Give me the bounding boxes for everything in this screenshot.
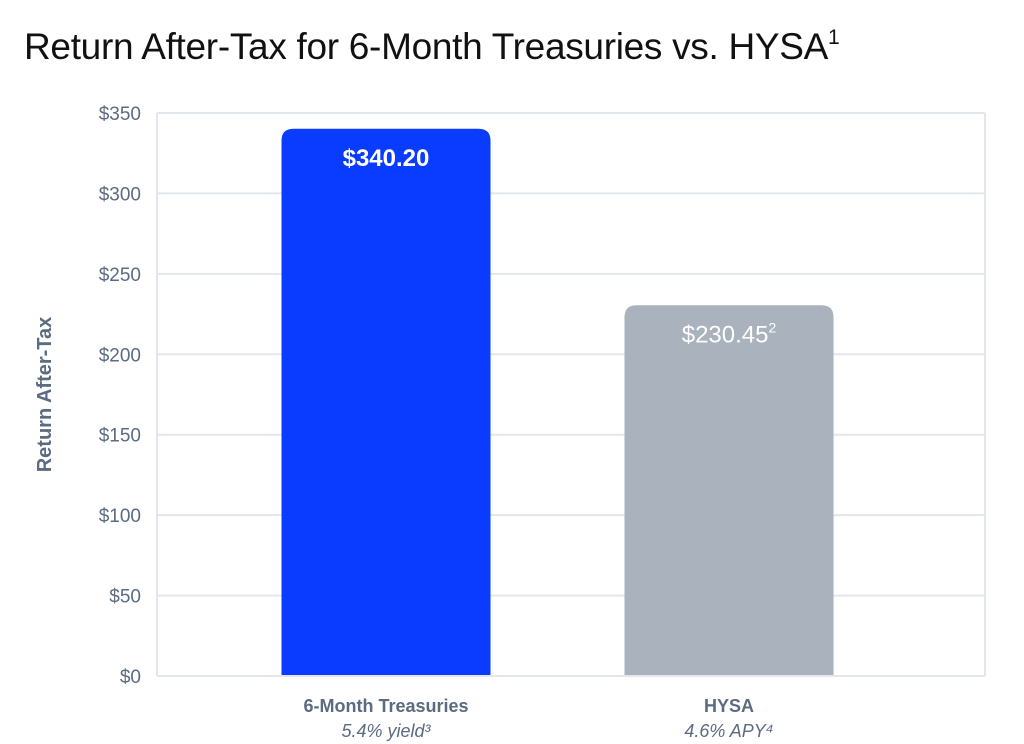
y-tick-label: $50 <box>109 587 141 608</box>
x-category-label: 6-Month Treasuries <box>303 696 468 716</box>
chart-title: Return After-Tax for 6-Month Treasuries … <box>24 26 840 68</box>
y-tick-label: $300 <box>99 184 141 205</box>
bar-value-footnote: 2 <box>768 319 776 335</box>
y-tick-label: $200 <box>99 345 141 366</box>
x-category-sublabel: 5.4% yield³ <box>341 721 431 741</box>
y-tick-label: $150 <box>99 426 141 447</box>
bar-1 <box>624 305 834 676</box>
y-tick-label: $100 <box>99 506 141 527</box>
y-tick-label: $250 <box>99 265 141 286</box>
bar-value-label: $340.20 <box>343 145 430 172</box>
y-tick-label: $350 <box>99 104 141 125</box>
chart-title-footnote: 1 <box>828 26 840 49</box>
bar-0 <box>281 128 491 676</box>
x-category-sublabel: 4.6% APY⁴ <box>684 721 773 741</box>
chart-title-text: Return After-Tax for 6-Month Treasuries … <box>24 26 829 67</box>
bar-value-label: $230.452 <box>682 319 777 348</box>
y-axis-label: Return After-Tax <box>34 317 56 473</box>
x-category-label: HYSA <box>704 696 754 716</box>
y-tick-label: $0 <box>120 667 141 688</box>
